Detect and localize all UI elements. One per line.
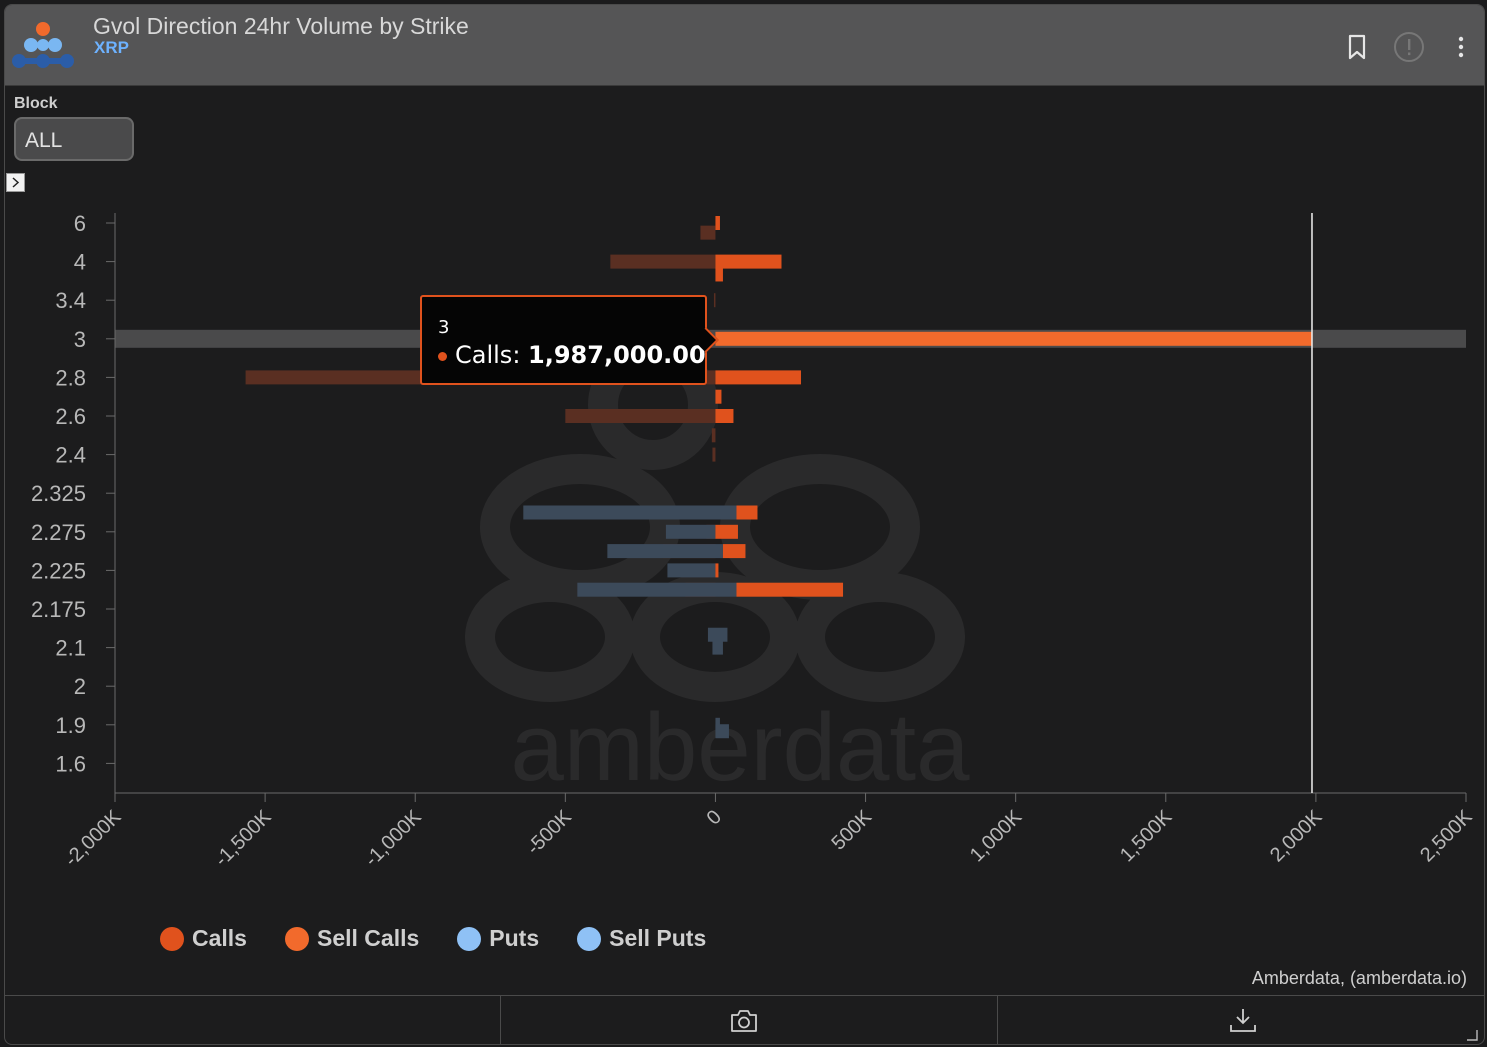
y-tick-label: 1.9 — [55, 713, 86, 738]
legend-dot-sell-puts — [577, 926, 602, 951]
legend-label-sell-calls: Sell Calls — [316, 925, 420, 951]
x-tick-label: 0 — [703, 806, 726, 829]
bar-puts — [667, 563, 716, 578]
volume-by-strike-chart[interactable]: amberdata 6 4 3.4 3 2.8 2.6 2.4 2.325 2.275 2.225… — [5, 5, 1484, 995]
chevron-right-icon — [12, 177, 20, 188]
legend-item-calls[interactable]: Calls — [160, 925, 247, 952]
widget-title: Gvol Direction 24hr Volume by Strike — [93, 13, 469, 39]
bar-calls-positive — [715, 389, 722, 404]
legend-dot-calls — [160, 926, 184, 951]
bar-calls-negative — [700, 225, 716, 240]
amberdata-logo-icon — [12, 22, 74, 68]
x-tick-label: 2,000K — [1266, 806, 1327, 867]
legend-dot-puts — [457, 926, 482, 951]
bar-calls-positive — [715, 563, 719, 578]
bar-puts — [577, 582, 737, 597]
block-filter-label: Block — [14, 95, 58, 112]
tooltip-series-dot — [438, 351, 447, 361]
x-tick-label: -500K — [523, 806, 577, 860]
legend-label-puts: Puts — [489, 925, 540, 951]
expand-toggle-button[interactable] — [6, 173, 25, 192]
legend-item-puts[interactable]: Puts — [457, 925, 539, 952]
chart-credit: Amberdata, (amberdata.io) — [1251, 968, 1467, 988]
tooltip-value-line: Calls: 1,987,000.00 — [438, 341, 706, 369]
bar-puts — [523, 505, 737, 520]
legend-item-sell-calls[interactable]: Sell Calls — [284, 925, 420, 952]
y-tick-label: 2.1 — [55, 636, 86, 661]
y-tick-label: 2.6 — [55, 404, 86, 429]
x-tick-label: -2,000K — [60, 806, 126, 872]
bar-calls-positive — [736, 505, 758, 520]
bar-puts — [715, 724, 729, 739]
screenshot-button[interactable] — [501, 996, 998, 1044]
widget-subtitle: XRP — [94, 38, 129, 57]
bar-calls-positive — [736, 582, 844, 597]
x-tick-label: 500K — [827, 806, 876, 855]
bar-calls-positive — [722, 544, 746, 559]
camera-icon — [731, 1010, 757, 1032]
y-tick-label: 4 — [74, 250, 86, 275]
y-tick-label: 3 — [74, 327, 86, 352]
x-tick-label: 1,000K — [966, 806, 1027, 867]
y-tick-label: 2.4 — [55, 443, 86, 468]
bar-calls-positive — [715, 409, 734, 423]
x-tick-label: -1,000K — [361, 806, 427, 872]
widget-header: Gvol Direction 24hr Volume by Strike XRP — [5, 5, 1484, 86]
legend-item-sell-puts[interactable]: Sell Puts — [577, 925, 706, 952]
y-tick-label: 2.325 — [31, 481, 86, 506]
x-tick-label: 1,500K — [1116, 806, 1177, 867]
x-tick-label: 2,500K — [1416, 806, 1477, 867]
download-icon — [1230, 1009, 1256, 1032]
y-tick-label: 3.4 — [55, 288, 86, 313]
y-tick-label: 6 — [74, 211, 86, 236]
tooltip-category: 3 — [438, 317, 450, 338]
widget-frame: Gvol Direction 24hr Volume by Strike XRP… — [4, 4, 1485, 1045]
bar-calls-negative — [711, 428, 716, 443]
bar-puts — [707, 627, 728, 642]
y-tick-label: 2.175 — [31, 597, 86, 622]
tooltip-series-name: Calls — [455, 341, 513, 369]
y-tick-label: 2.8 — [55, 365, 86, 390]
bar-puts — [607, 544, 723, 559]
bar-calls-positive — [715, 370, 802, 385]
more-options-icon[interactable] — [1445, 31, 1477, 63]
bar-calls-negative — [713, 293, 716, 308]
bar-puts — [665, 524, 716, 539]
bar-calls-positive — [715, 267, 723, 282]
bar-calls-positive — [715, 331, 1312, 346]
watermark-text: amberdata — [511, 694, 971, 801]
bar-calls-positive — [715, 216, 720, 230]
chart-legend: Calls Sell Calls Puts Sell Puts — [160, 925, 706, 952]
bookmark-icon[interactable] — [1341, 31, 1373, 63]
bar-puts — [712, 640, 723, 655]
legend-label-calls: Calls — [192, 925, 247, 951]
bar-calls-negative — [610, 254, 716, 269]
legend-label-sell-puts: Sell Puts — [609, 925, 707, 951]
legend-dot-sell-calls — [284, 926, 309, 951]
widget-footer — [5, 995, 1484, 1044]
bar-calls-negative — [712, 447, 716, 462]
info-alert-icon[interactable] — [1393, 31, 1425, 63]
tooltip-value: 1,987,000.00 — [528, 341, 706, 369]
footer-cell-empty — [5, 996, 501, 1044]
bar-calls-positive — [715, 254, 782, 269]
bar-calls-negative — [565, 409, 716, 423]
y-tick-label: 2.225 — [31, 558, 86, 583]
chart-tooltip: 3 Calls: 1,987,000.00 — [420, 295, 719, 385]
y-tick-label: 2.275 — [31, 520, 86, 545]
download-button[interactable] — [998, 996, 1484, 1044]
bar-calls-positive — [715, 524, 738, 539]
resize-handle-icon[interactable] — [1466, 1029, 1478, 1041]
y-tick-label: 2 — [74, 674, 86, 699]
x-tick-label: -1,500K — [211, 806, 277, 872]
y-tick-label: 1.6 — [55, 751, 86, 776]
block-filter-select[interactable]: ALL — [14, 117, 134, 161]
